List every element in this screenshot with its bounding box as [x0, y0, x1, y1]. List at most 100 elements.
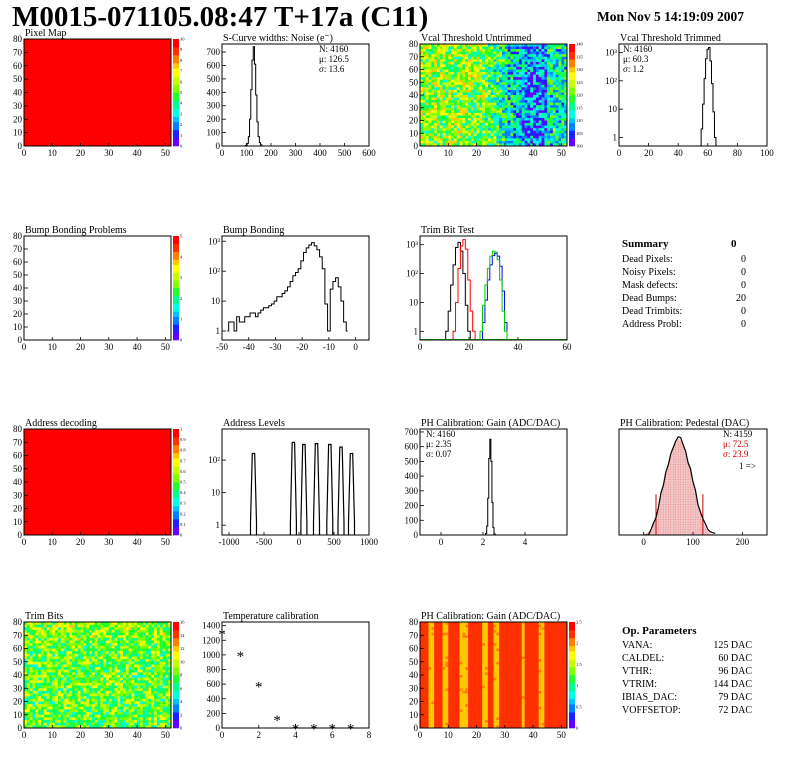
heatmap-cell — [558, 95, 562, 98]
heatmap-cell — [168, 693, 172, 697]
heatmap-cell — [162, 661, 166, 665]
heatmap-cell — [49, 704, 53, 708]
heatmap-cell — [524, 87, 528, 91]
heatmap-cell — [485, 82, 489, 86]
heatmap-cell — [521, 97, 525, 101]
colorbar-segment — [173, 640, 179, 644]
heatmap-cell — [52, 722, 56, 726]
heatmap-cell — [57, 664, 62, 668]
heatmap-cell — [43, 664, 47, 668]
heatmap-cell — [513, 79, 517, 83]
colorbar-segment — [569, 143, 575, 147]
heatmap-cell — [38, 677, 42, 681]
heatmap-cell — [63, 677, 67, 681]
heatmap-cell — [55, 688, 59, 692]
heatmap-cell — [117, 685, 121, 689]
heatmap-cell — [530, 79, 534, 83]
heatmap-cell — [504, 56, 508, 60]
heatmap-cell — [468, 112, 472, 116]
heatmap-cell — [134, 627, 138, 631]
heatmap-cell — [131, 664, 135, 668]
heatmap-cell — [442, 95, 446, 98]
heatmap-cell — [462, 59, 466, 63]
heatmap-cell — [439, 107, 443, 111]
heatmap-cell — [24, 656, 28, 660]
heatmap-cell — [431, 74, 435, 78]
heatmap-cell — [24, 675, 28, 678]
heatmap-cell — [89, 661, 93, 665]
heatmap-cell — [148, 693, 152, 697]
heatmap-cell — [55, 701, 59, 705]
heatmap-cell — [448, 112, 452, 116]
heatmap-cell — [120, 680, 124, 684]
heatmap-cell — [501, 95, 506, 98]
heatmap-cell — [24, 659, 28, 663]
heatmap-cell — [120, 709, 124, 713]
heatmap-cell — [479, 125, 483, 129]
heatmap-cell — [462, 66, 466, 70]
heatmap-cell — [518, 92, 523, 96]
heatmap-cell — [142, 725, 146, 729]
heatmap-cell — [69, 669, 73, 673]
heatmap-cell — [493, 92, 497, 96]
heatmap-cell — [487, 112, 491, 116]
heatmap-cell — [547, 61, 551, 65]
heatmap-cell — [456, 92, 460, 96]
colorbar-segment — [173, 442, 179, 446]
heatmap-cell — [145, 709, 149, 713]
heatmap-cell — [544, 61, 548, 65]
heatmap-cell — [558, 125, 562, 129]
heatmap-cell — [482, 112, 486, 116]
heatmap-cell — [507, 61, 511, 65]
heatmap-cell — [456, 66, 460, 70]
heatmap-cell — [55, 712, 59, 716]
heatmap-cell — [558, 56, 562, 60]
heatmap-cell — [86, 624, 90, 628]
heatmap-cell — [558, 115, 562, 119]
heatmap-cell — [516, 115, 520, 119]
heatmap-cell — [422, 706, 426, 710]
heatmap-cell — [145, 688, 149, 692]
heatmap-cell — [89, 622, 93, 625]
heatmap-cell — [422, 46, 426, 50]
heatmap-cell — [552, 117, 556, 121]
y-tick-label: 80 — [409, 39, 419, 49]
heatmap-cell — [468, 82, 472, 86]
heatmap-cell — [168, 669, 172, 673]
heatmap-cell — [521, 125, 525, 129]
heatmap-cell — [513, 135, 517, 139]
heatmap-cell — [165, 648, 169, 652]
heatmap-cell — [420, 725, 424, 729]
heatmap-cell — [91, 722, 95, 726]
heatmap-cell — [83, 693, 87, 697]
heatmap-cell — [111, 645, 115, 649]
heatmap-cell — [547, 125, 551, 129]
heatmap-cell — [137, 677, 141, 681]
heatmap-cell — [40, 704, 45, 708]
heatmap-cell — [544, 138, 548, 142]
heatmap-cell — [29, 632, 33, 636]
heatmap-cell — [552, 49, 556, 52]
heatmap-cell — [60, 714, 64, 718]
heatmap-cell — [137, 624, 141, 628]
heatmap-cell — [120, 682, 124, 686]
heatmap-cell — [533, 123, 537, 126]
heatmap-cell — [156, 701, 160, 705]
heatmap-cell — [69, 627, 73, 631]
y-tick-label: 1 — [414, 326, 419, 336]
heatmap-cell — [425, 722, 429, 726]
heatmap-cell — [97, 690, 101, 694]
heatmap-cell — [91, 667, 95, 670]
heatmap-cell — [558, 143, 562, 147]
heatmap-cell — [97, 659, 101, 663]
heatmap-cell — [510, 115, 514, 119]
heatmap-cell — [422, 725, 426, 729]
heatmap-cell — [57, 624, 62, 628]
heatmap-cell — [420, 84, 424, 88]
y-tick-label: 200 — [207, 708, 221, 718]
colorbar-segment — [173, 624, 179, 628]
x-tick-label: -30 — [269, 342, 281, 352]
heatmap-cell — [151, 645, 155, 649]
heatmap-cell — [487, 120, 491, 124]
heatmap-cell — [456, 105, 460, 109]
